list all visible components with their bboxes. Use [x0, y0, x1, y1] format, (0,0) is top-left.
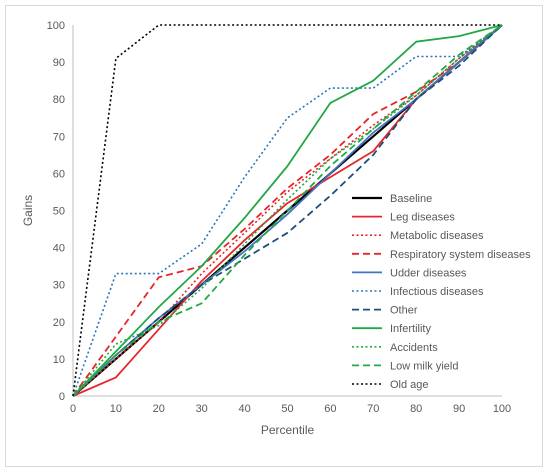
legend-label: Metabolic diseases: [390, 230, 484, 242]
legend-item-old-age: Old age: [352, 379, 429, 391]
x-tick-label: 100: [493, 403, 511, 415]
series-line-respiratory-system-diseases: [72, 24, 503, 397]
x-tick-label: 20: [153, 403, 165, 415]
y-tick-label: 0: [59, 391, 65, 403]
series-line-low-milk-yield: [72, 24, 503, 397]
y-tick-label: 90: [53, 57, 65, 69]
series-line-infertility: [72, 24, 503, 397]
legend-label: Baseline: [390, 193, 432, 205]
legend-item-leg-diseases: Leg diseases: [352, 212, 455, 224]
legend-item-respiratory-system-diseases: Respiratory system diseases: [352, 249, 531, 261]
legend-item-other: Other: [352, 305, 418, 317]
legend-label: Respiratory system diseases: [390, 249, 531, 261]
series-line-infectious-diseases: [72, 24, 503, 397]
legend-label: Accidents: [390, 342, 438, 354]
x-tick-label: 40: [238, 403, 250, 415]
legend-item-baseline: Baseline: [352, 193, 432, 205]
x-tick-label: 30: [196, 403, 208, 415]
y-tick-label: 70: [53, 131, 65, 143]
y-tick-label: 100: [47, 20, 65, 32]
legend-label: Other: [390, 305, 418, 317]
y-tick-label: 40: [53, 243, 65, 255]
y-tick-label: 20: [53, 317, 65, 329]
legend-label: Leg diseases: [390, 212, 455, 224]
y-tick-label: 60: [53, 168, 65, 180]
x-tick-label: 80: [410, 403, 422, 415]
legend-label: Infertility: [390, 323, 431, 335]
x-tick-label: 10: [110, 403, 122, 415]
legend-label: Infectious diseases: [390, 286, 484, 298]
chart-frame: [5, 5, 543, 467]
x-tick-label: 90: [453, 403, 465, 415]
y-tick-label: 50: [53, 206, 65, 218]
x-tick-label: 70: [367, 403, 379, 415]
series-line-metabolic-diseases: [72, 24, 503, 397]
legend-item-infertility: Infertility: [352, 323, 431, 335]
series-line-udder-diseases: [72, 24, 503, 397]
y-tick-label: 80: [53, 94, 65, 106]
legend-label: Udder diseases: [390, 267, 467, 279]
series-line-other: [72, 24, 503, 397]
legend-label: Low milk yield: [390, 360, 458, 372]
legend-item-udder-diseases: Udder diseases: [352, 267, 467, 279]
x-axis-title: Percentile: [261, 423, 315, 437]
axes: 0 10 20 30 40 50 60 70 80 90 100 0 10 20 30 40 50 60 70 80 9…: [47, 20, 512, 415]
legend-item-accidents: Accidents: [352, 342, 438, 354]
legend-label: Old age: [390, 379, 429, 391]
series-line-old-age: [72, 24, 502, 397]
y-tick-label: 10: [53, 354, 65, 366]
legend-item-infectious-diseases: Infectious diseases: [352, 286, 484, 298]
legend: Baseline Leg diseases Metabolic diseases Re…: [352, 193, 531, 391]
x-tick-label: 60: [324, 403, 336, 415]
x-tick-label: 50: [281, 403, 293, 415]
y-axis-title: Gains: [21, 195, 35, 226]
legend-item-low-milk-yield: Low milk yield: [352, 360, 458, 372]
y-tick-label: 30: [53, 280, 65, 292]
series-layer: [72, 24, 503, 397]
series-line-accidents: [72, 24, 503, 397]
x-tick-label: 0: [70, 403, 76, 415]
legend-item-metabolic-diseases: Metabolic diseases: [352, 230, 484, 242]
